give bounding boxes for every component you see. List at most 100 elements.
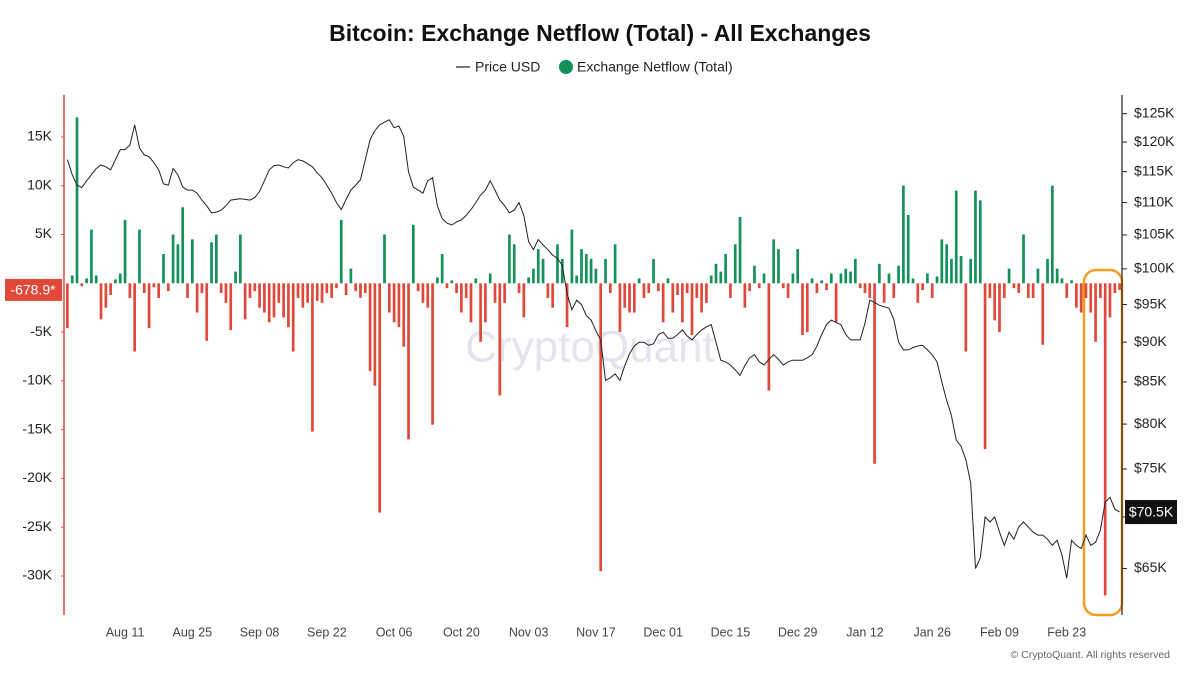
bar (272, 283, 276, 318)
bar (335, 283, 338, 289)
bar (906, 215, 910, 284)
bar (277, 283, 281, 303)
bar (440, 254, 444, 284)
bar (282, 283, 285, 318)
bar (964, 283, 968, 352)
bar (248, 283, 252, 298)
bar (719, 271, 723, 284)
bar (383, 234, 386, 284)
bar (863, 283, 867, 294)
bar (296, 283, 300, 298)
bar (604, 258, 607, 284)
bar (190, 239, 194, 284)
bar (805, 283, 809, 333)
x-tick-label: Feb 23 (1047, 625, 1086, 639)
value-marker-label: $70.5K (1129, 504, 1174, 520)
bar (729, 283, 732, 298)
bar (1113, 283, 1117, 294)
price-line (66, 119, 1120, 579)
bar (854, 258, 857, 284)
bar (594, 268, 598, 284)
bar (868, 283, 872, 298)
bar (142, 283, 146, 294)
bar (1007, 268, 1011, 284)
bar (532, 268, 535, 284)
bar (80, 283, 84, 287)
bar (234, 271, 237, 284)
x-tick-label: Oct 06 (376, 625, 413, 639)
bar (378, 283, 382, 513)
bar (239, 234, 242, 284)
bar (546, 283, 550, 298)
bar (229, 283, 233, 331)
bar (306, 283, 309, 303)
bar (1002, 283, 1006, 298)
bar (945, 244, 948, 284)
x-tick-label: Dec 01 (643, 625, 683, 639)
bar (983, 283, 987, 450)
y2-tick-label: $105K (1134, 226, 1175, 242)
bar (671, 283, 675, 313)
bar (1094, 283, 1097, 342)
bar (109, 283, 112, 295)
bar (508, 234, 511, 284)
bar (695, 283, 699, 298)
bar (652, 258, 655, 284)
bar (796, 249, 800, 284)
value-marker (1125, 500, 1177, 525)
bar (104, 283, 108, 308)
bar (608, 283, 612, 294)
x-tick-label: Aug 25 (173, 625, 213, 639)
bar (1103, 283, 1107, 596)
bar (637, 278, 641, 284)
bar (1022, 234, 1025, 284)
bar (897, 265, 900, 284)
bar (935, 276, 939, 284)
bar (926, 273, 929, 284)
bar (70, 275, 74, 284)
bar (1084, 283, 1088, 298)
bar (810, 278, 814, 284)
bar (930, 283, 934, 298)
bar (1060, 278, 1064, 284)
bar (344, 283, 348, 295)
bar (757, 283, 761, 289)
bar (969, 258, 973, 284)
bar (243, 283, 247, 320)
bar (1046, 258, 1049, 284)
bar (114, 279, 117, 284)
bar (1079, 283, 1083, 313)
bar (1050, 185, 1054, 284)
x-tick-label: Jan 26 (913, 625, 951, 639)
bar (618, 283, 622, 333)
bar (517, 283, 521, 294)
bar (1012, 283, 1016, 289)
x-tick-label: Nov 17 (576, 625, 616, 639)
bar (147, 283, 151, 329)
value-marker-label: -678.9* (10, 282, 56, 298)
bar (450, 280, 454, 284)
x-tick-label: Oct 20 (443, 625, 480, 639)
bar (469, 283, 473, 323)
bar (315, 283, 319, 301)
bar (263, 283, 266, 313)
bar (762, 273, 766, 284)
bar (902, 185, 905, 284)
bar (950, 258, 953, 284)
bar (373, 283, 377, 386)
bar (978, 200, 982, 284)
bar (887, 273, 891, 284)
bar (214, 234, 218, 284)
bar (714, 263, 718, 284)
y2-tick-label: $95K (1134, 295, 1167, 311)
bar (690, 283, 694, 335)
bar (921, 283, 924, 291)
y-tick-label: -15K (22, 420, 52, 436)
bar (657, 283, 660, 292)
bar (709, 275, 713, 284)
bar (661, 283, 665, 323)
bar (1108, 283, 1112, 318)
y-tick-label: 5K (35, 225, 53, 241)
bar (301, 283, 305, 308)
